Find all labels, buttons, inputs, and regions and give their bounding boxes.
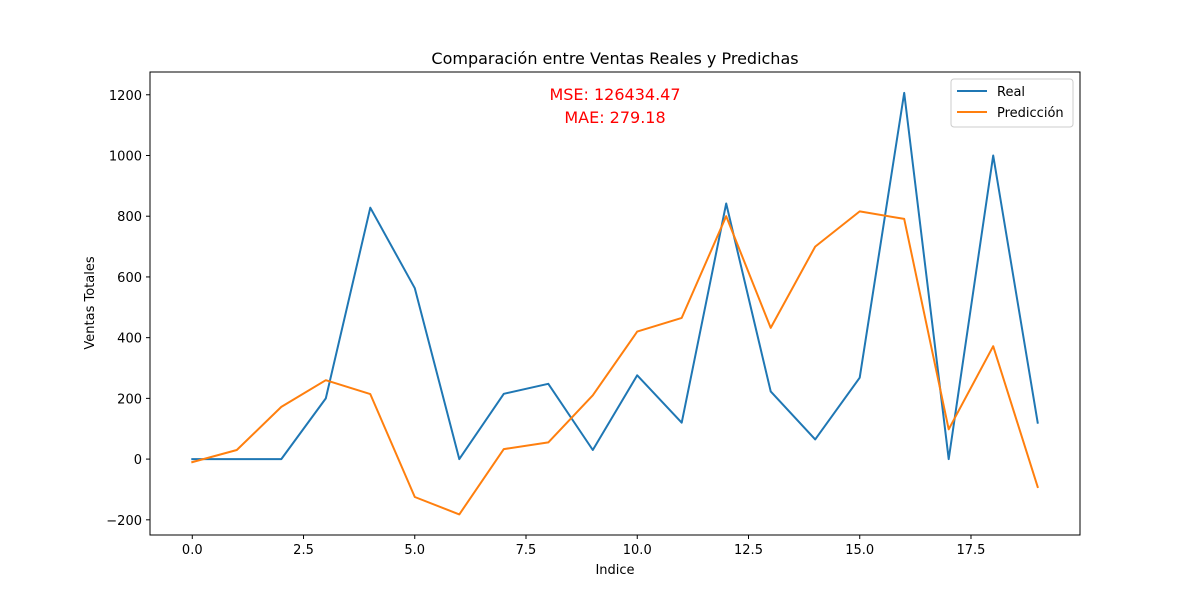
legend-label-real: Real	[997, 85, 1025, 100]
y-tick-label: 800	[117, 210, 142, 225]
legend-label-prediccion: Predicción	[997, 106, 1064, 121]
chart-title: Comparación entre Ventas Reales y Predic…	[431, 49, 798, 68]
legend: Real Predicción	[950, 78, 1074, 128]
x-tick-label: 5.0	[404, 543, 425, 558]
plot-frame	[149, 71, 1081, 536]
series-line-real	[191, 91, 1039, 461]
y-tick-label: 1000	[109, 149, 142, 164]
y-axis-ticks: −200 0 200 400 600 800 1000 1200	[106, 89, 150, 529]
x-tick-label: 0.0	[182, 543, 203, 558]
x-tick-label: 7.5	[516, 543, 537, 558]
x-tick-label: 12.5	[734, 543, 763, 558]
x-tick-label: 10.0	[623, 543, 652, 558]
mae-annotation: MAE: 279.18	[564, 108, 665, 127]
x-tick-label: 15.0	[845, 543, 874, 558]
x-tick-label: 2.5	[293, 543, 314, 558]
x-axis-label: Indice	[595, 563, 634, 578]
mse-annotation: MSE: 126434.47	[549, 85, 680, 104]
y-tick-label: 600	[117, 271, 142, 286]
y-tick-label: −200	[106, 514, 142, 529]
y-tick-label: 400	[117, 332, 142, 347]
x-axis-ticks: 0.0 2.5 5.0 7.5 10.0 12.5 15.0 17.5	[182, 535, 986, 558]
plot-lines	[191, 91, 1039, 516]
y-axis-label: Ventas Totales	[83, 256, 98, 349]
series-line-prediccion	[191, 210, 1039, 516]
y-tick-label: 200	[117, 392, 142, 407]
y-tick-label: 0	[134, 453, 142, 468]
x-tick-label: 17.5	[957, 543, 986, 558]
y-tick-label: 1200	[109, 89, 142, 104]
